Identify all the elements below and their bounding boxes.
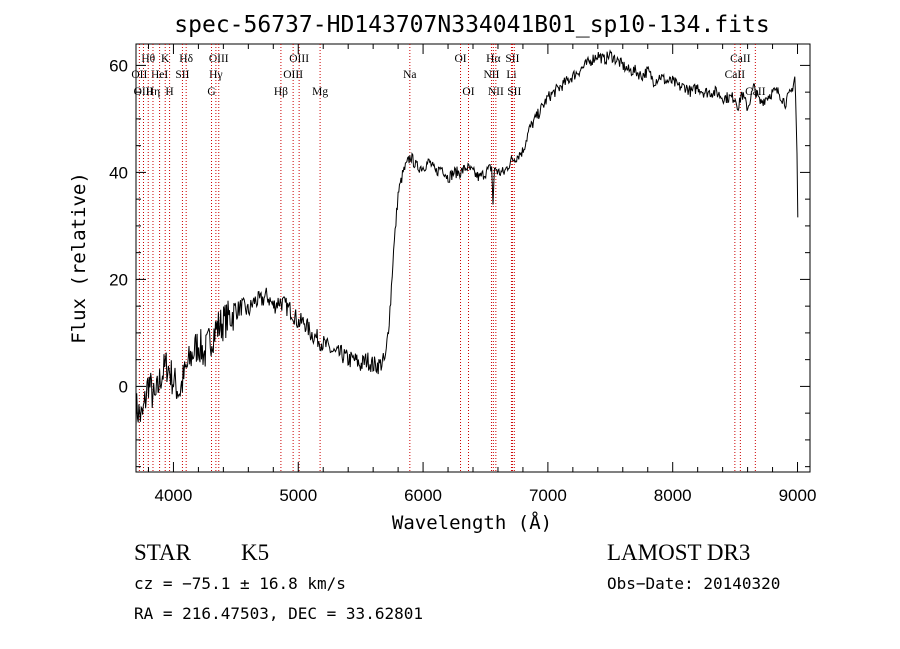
- line-marker-label: SII: [507, 86, 521, 98]
- coordinates: RA = 216.47503, DEC = 33.62801: [134, 604, 423, 623]
- line-marker-label: OIII: [134, 86, 154, 98]
- line-marker-label: Li: [506, 69, 516, 81]
- line-marker-label: SII: [505, 53, 519, 65]
- spectrum-line: [135, 49, 799, 427]
- line-marker-label: NII: [483, 69, 499, 81]
- line-marker-label: K: [161, 53, 170, 65]
- line-marker-label: Hδ: [179, 53, 193, 65]
- x-tick-label: 9000: [779, 486, 817, 505]
- object-class: STAR: [134, 540, 192, 565]
- y-axis-label: Flux (relative): [68, 172, 90, 344]
- line-marker-label: Mg: [312, 86, 328, 98]
- survey-name: LAMOST DR3: [607, 540, 750, 565]
- line-marker-label: CaII: [730, 53, 751, 65]
- emission-line-markers: Hθ OII OIII K HeI Hη H Hδ SII OIII Hγ G OIII OIII Hβ Mg…: [131, 44, 766, 472]
- y-tick-label: 20: [109, 270, 128, 289]
- line-marker-label: OI: [462, 86, 474, 98]
- line-marker-label: Hα: [486, 53, 500, 65]
- object-subclass: K5: [241, 540, 269, 565]
- observation-date: Obs−Date: 20140320: [607, 574, 780, 593]
- line-marker-label: Hθ: [141, 53, 155, 65]
- line-marker-label: OIII: [283, 69, 303, 81]
- axis-ticks: 4000 5000 6000 7000 8000 9000 0 20 40 60: [109, 44, 816, 505]
- y-tick-label: 40: [109, 163, 128, 182]
- line-marker-label: HeI: [151, 69, 168, 81]
- line-marker-label: H: [165, 86, 173, 98]
- line-marker-label: OIII: [289, 53, 309, 65]
- line-marker-label: Hβ: [274, 86, 288, 98]
- x-axis-label: Wavelength (Å): [392, 511, 552, 534]
- redshift-cz: cz = −75.1 ± 16.8 km/s: [134, 574, 346, 593]
- y-tick-label: 60: [109, 56, 128, 75]
- line-marker-label: SII: [175, 69, 189, 81]
- chart-title: spec-56737-HD143707N334041B01_sp10-134.f…: [174, 12, 769, 38]
- line-marker-label: Hγ: [209, 69, 222, 81]
- line-marker-label: OI: [454, 53, 466, 65]
- line-marker-label: OIII: [209, 53, 229, 65]
- line-marker-label: CaII: [725, 69, 746, 81]
- plot-frame: [135, 43, 811, 473]
- x-tick-label: 4000: [155, 486, 193, 505]
- line-marker-label: NII: [488, 86, 504, 98]
- y-tick-label: 0: [119, 377, 128, 396]
- line-marker-label: Na: [403, 69, 416, 81]
- line-marker-label: Hη: [146, 86, 160, 98]
- line-marker-label: G: [207, 86, 215, 98]
- line-marker-label: OII: [131, 69, 147, 81]
- x-tick-label: 5000: [279, 486, 317, 505]
- x-tick-label: 6000: [404, 486, 442, 505]
- x-tick-label: 7000: [529, 486, 567, 505]
- x-tick-label: 8000: [654, 486, 692, 505]
